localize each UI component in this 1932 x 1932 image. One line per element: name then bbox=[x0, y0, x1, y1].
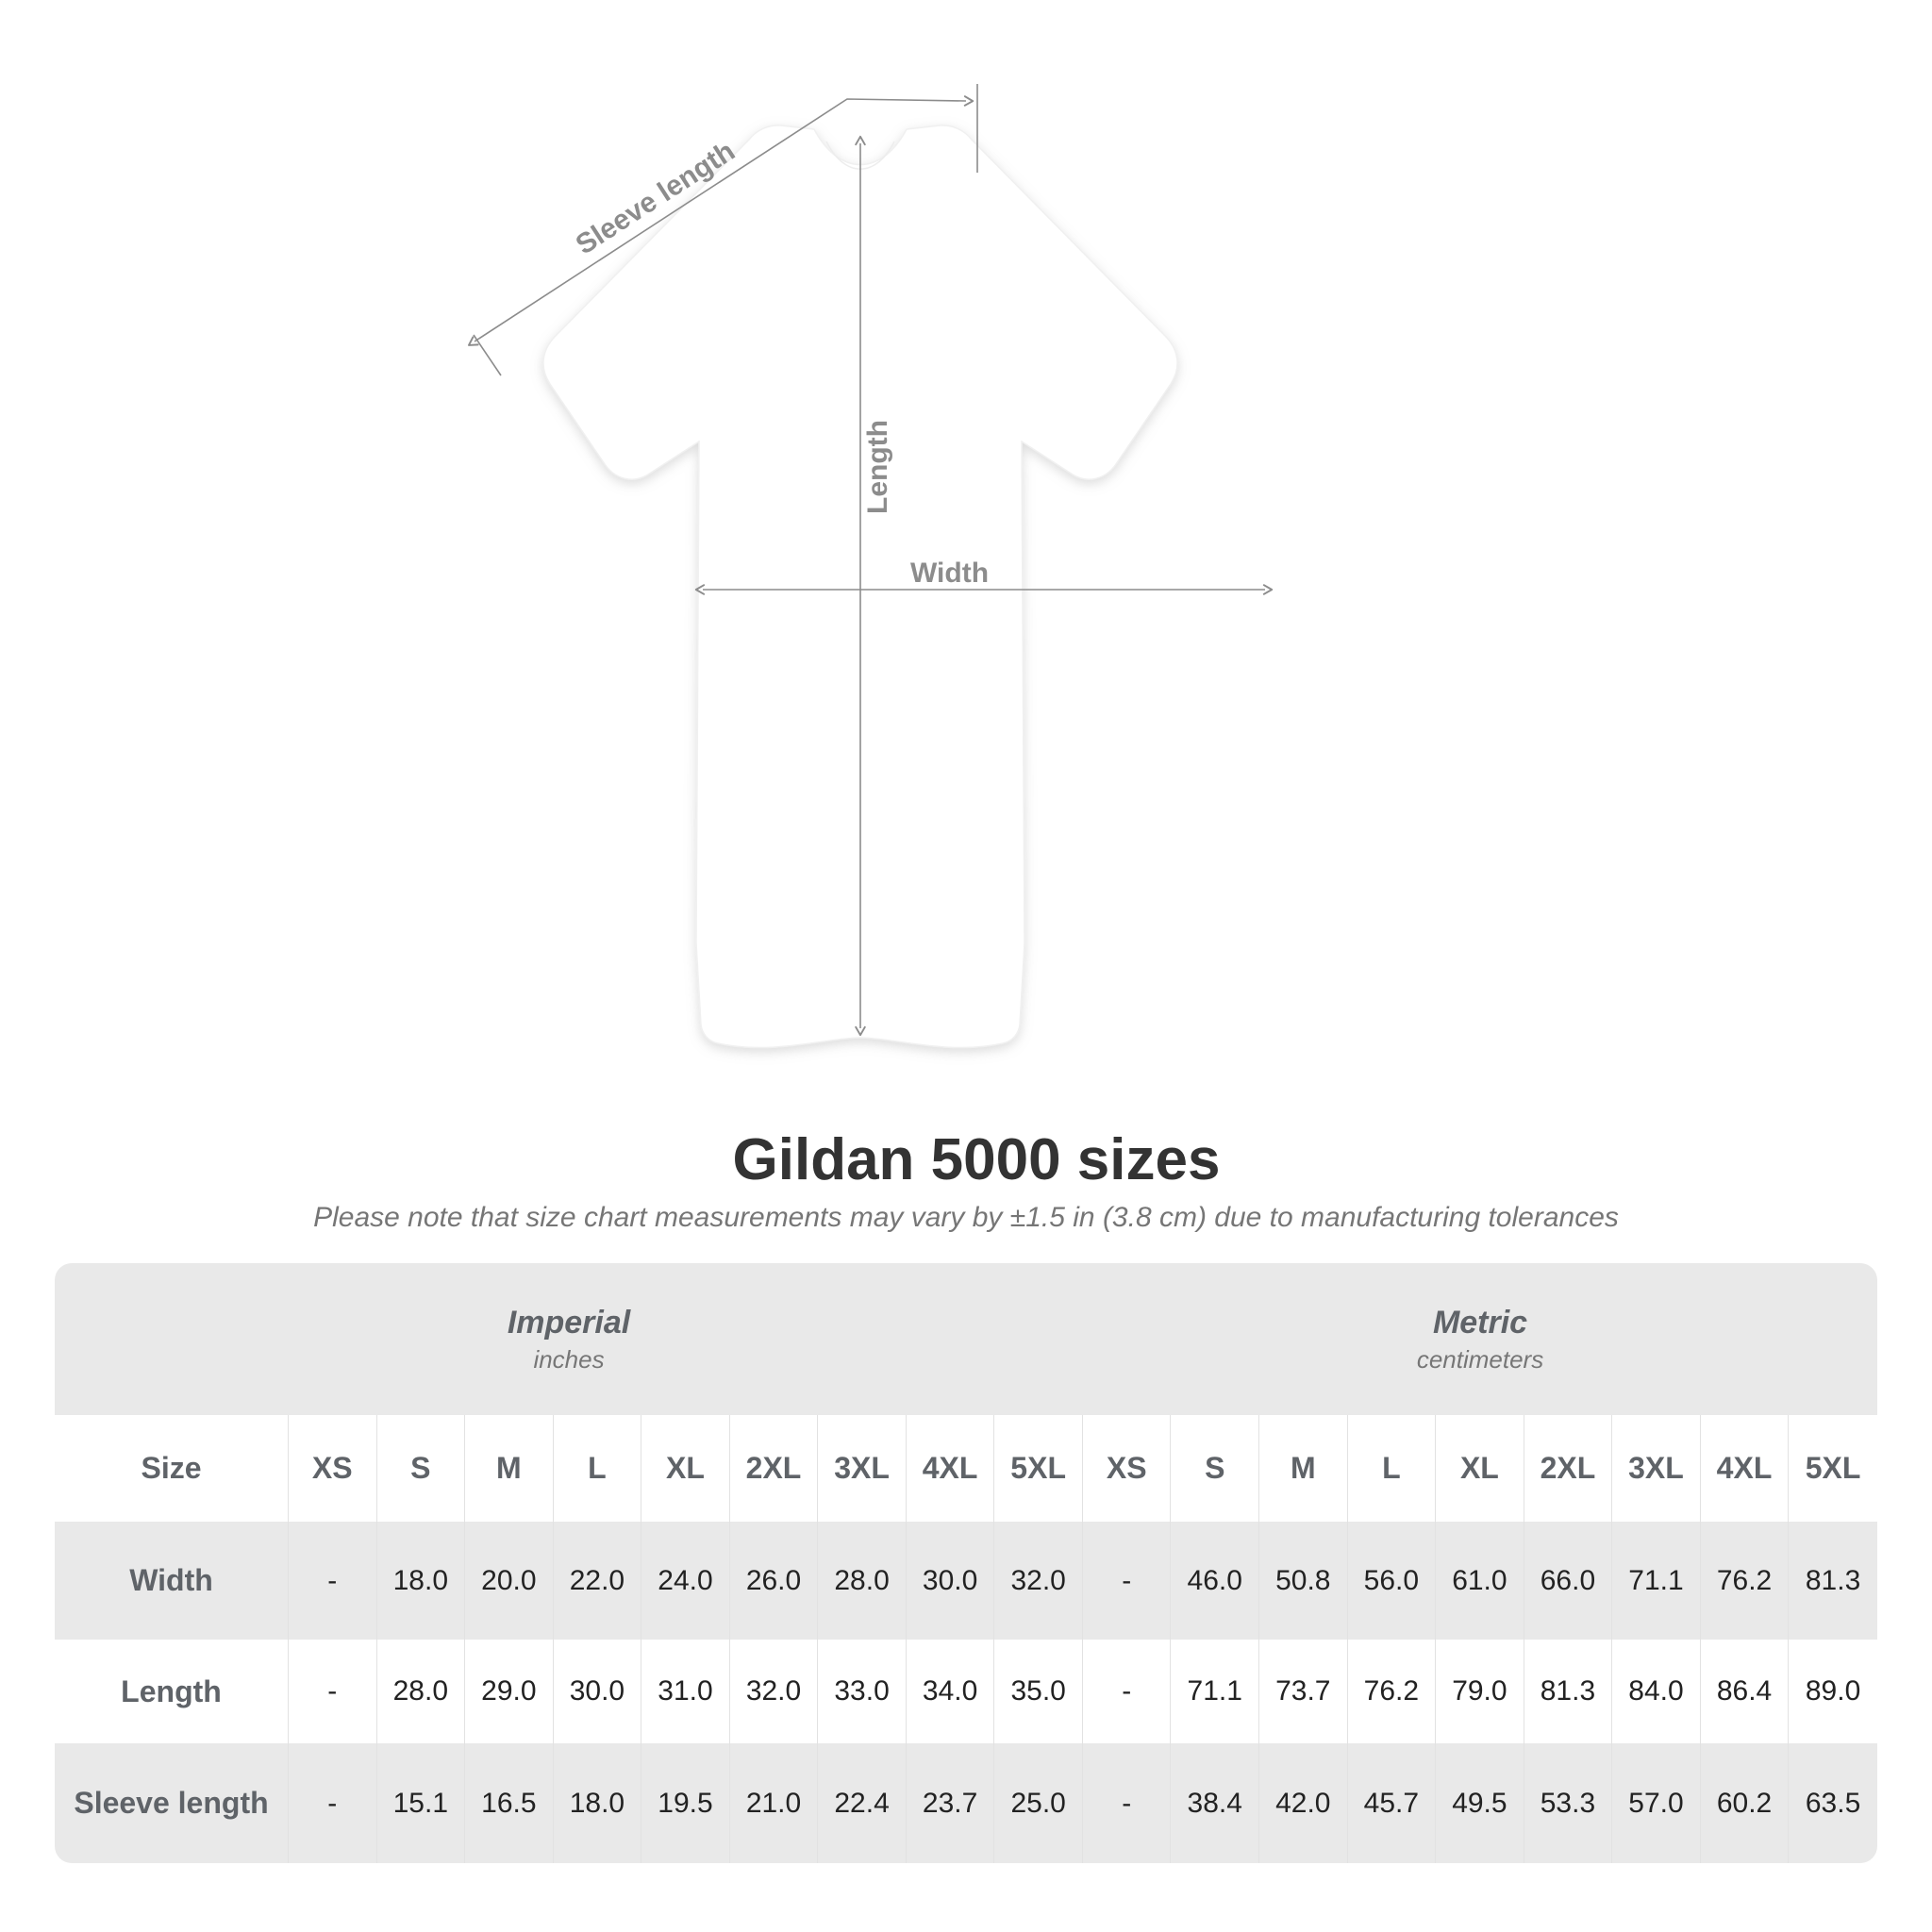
svg-text:Please note that size chart me: Please note that size chart measurements… bbox=[313, 1202, 1619, 1233]
svg-text:Length: Length bbox=[862, 420, 893, 514]
svg-text:Gildan 5000 sizes: Gildan 5000 sizes bbox=[733, 1127, 1221, 1192]
svg-text:Width: Width bbox=[910, 558, 989, 589]
